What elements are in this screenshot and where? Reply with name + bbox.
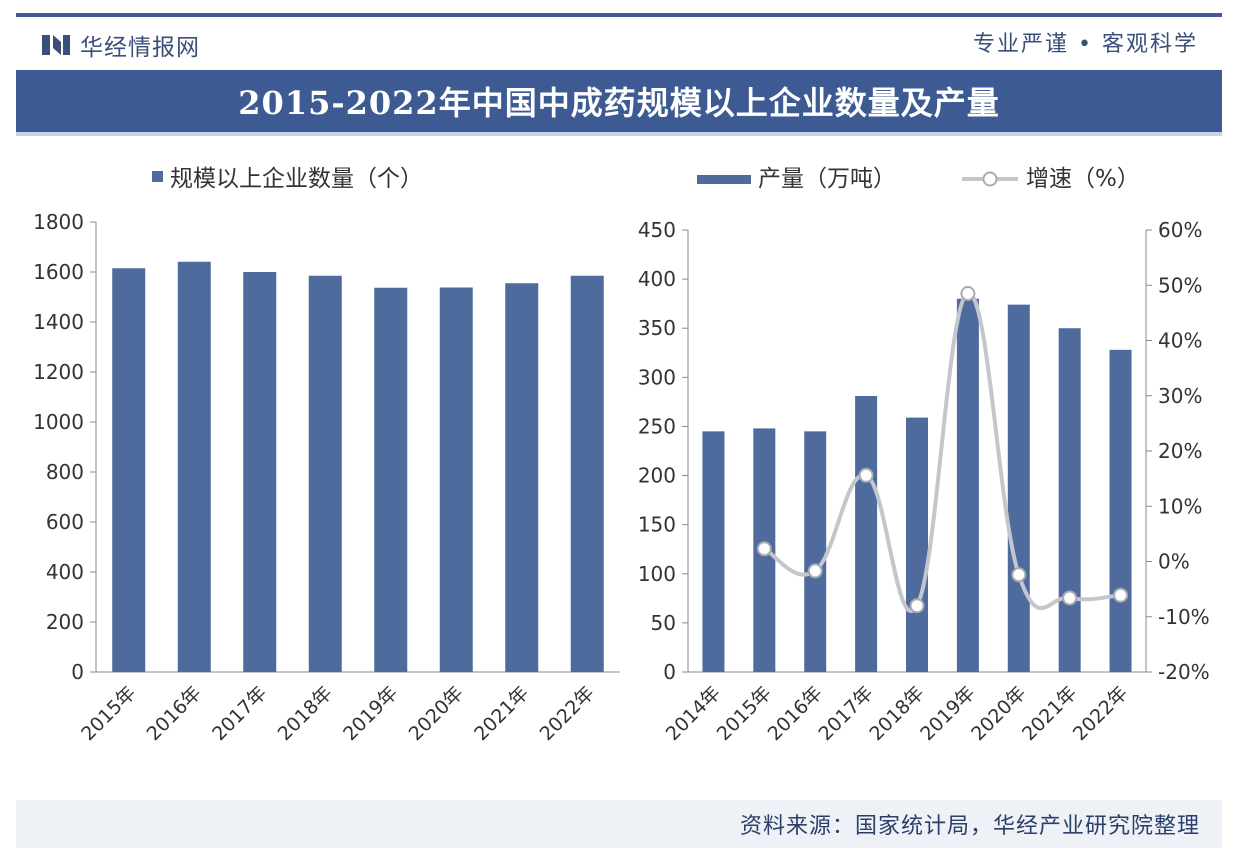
left-bar [374, 287, 408, 672]
left-bar [570, 275, 604, 672]
growth-point [1113, 587, 1129, 603]
right-left-y-tick-label: 450 [638, 218, 676, 242]
left-legend-swatch [152, 171, 163, 182]
right-left-y-tick-label: 350 [638, 316, 676, 340]
right-right-y-tick-label: 0% [1158, 550, 1190, 574]
right-x-tick-label: 2017年 [814, 682, 877, 745]
left-bar [308, 275, 342, 672]
growth-point [756, 541, 772, 557]
right-left-y-tick-label: 50 [651, 611, 676, 635]
right-x-tick-label: 2019年 [916, 682, 979, 745]
right-bar [906, 417, 928, 672]
right-left-y-tick-label: 200 [638, 464, 676, 488]
right-bar [702, 431, 725, 672]
right-x-tick-label: 2021年 [1018, 682, 1081, 745]
growth-line [763, 291, 1121, 613]
right-x-tick-label: 2018年 [865, 682, 928, 745]
right-left-y-tick-label: 150 [638, 513, 676, 537]
left-y-tick-label: 400 [46, 560, 84, 584]
growth-point [858, 467, 874, 483]
left-y-tick-label: 1400 [33, 310, 84, 334]
left-y-tick-label: 800 [46, 460, 84, 484]
right-bar [956, 298, 979, 672]
slogan: 专业严谨 • 客观科学 [973, 32, 1198, 57]
chart-title: 2015-2022年中国中成药规模以上企业数量及产量 [238, 84, 1000, 122]
growth-point [960, 286, 976, 302]
left-x-tick-label: 2018年 [274, 682, 337, 745]
right-right-y-tick-label: 30% [1158, 384, 1202, 408]
right-left-y-tick-label: 300 [638, 365, 676, 389]
right-bar [1058, 328, 1081, 672]
left-x-tick-label: 2016年 [143, 682, 206, 745]
left-bar [243, 272, 277, 672]
growth-point [1011, 567, 1027, 583]
left-bar [112, 268, 146, 672]
right-x-tick-label: 2020年 [967, 682, 1030, 745]
right-legend-bar-label: 产量（万吨） [758, 166, 896, 192]
right-right-y-tick-label: 40% [1158, 329, 1202, 353]
source-note: 资料来源：国家统计局，华经产业研究院整理 [739, 814, 1200, 839]
right-legend-line-label: 增速（%） [1026, 166, 1140, 192]
right-right-y-tick-label: -20% [1158, 660, 1210, 684]
right-right-y-tick-label: -10% [1158, 605, 1210, 629]
right-left-y-tick-label: 100 [638, 562, 676, 586]
left-y-tick-label: 1000 [33, 410, 84, 434]
right-x-tick-label: 2022年 [1069, 682, 1132, 745]
right-bar [1109, 349, 1132, 672]
right-bar [1007, 304, 1030, 672]
right-x-tick-label: 2016年 [764, 682, 827, 745]
logo-icon [42, 35, 70, 55]
left-legend-label: 规模以上企业数量（个） [170, 166, 423, 192]
right-right-y-tick-label: 50% [1158, 273, 1202, 297]
growth-point [807, 563, 823, 579]
left-y-tick-label: 1600 [33, 260, 84, 284]
growth-point [1062, 590, 1078, 606]
left-y-tick-label: 200 [46, 610, 84, 634]
right-x-tick-label: 2015年 [713, 682, 776, 745]
left-bar [505, 283, 539, 672]
right-x-tick-label: 2014年 [662, 682, 725, 745]
left-x-tick-label: 2019年 [339, 682, 402, 745]
left-y-tick-label: 1200 [33, 360, 84, 384]
logo: 华经情报网 [42, 28, 200, 62]
left-x-tick-label: 2020年 [405, 682, 468, 745]
left-x-tick-label: 2017年 [208, 682, 271, 745]
right-bar [804, 431, 827, 672]
right-left-y-tick-label: 250 [638, 414, 676, 438]
left-x-tick-label: 2015年 [77, 682, 140, 745]
right-right-y-tick-label: 60% [1158, 218, 1202, 242]
right-left-y-tick-label: 400 [638, 267, 676, 291]
right-left-y-tick-label: 0 [663, 660, 676, 684]
title-banner: 2015-2022年中国中成药规模以上企业数量及产量 [16, 70, 1222, 136]
right-bar [855, 395, 878, 672]
left-x-tick-label: 2022年 [536, 682, 599, 745]
logo-text: 华经情报网 [80, 35, 200, 61]
left-bar [439, 287, 473, 672]
right-right-y-tick-label: 10% [1158, 494, 1202, 518]
right-legend-bar-swatch [697, 175, 751, 184]
growth-point [909, 598, 925, 614]
left-x-tick-label: 2021年 [470, 682, 533, 745]
left-y-tick-label: 0 [71, 660, 84, 684]
left-y-tick-label: 600 [46, 510, 84, 534]
right-right-y-tick-label: 20% [1158, 439, 1202, 463]
right-legend-line-marker [982, 171, 998, 187]
footer-bar [16, 800, 1222, 848]
top-rule [16, 13, 1222, 17]
left-y-tick-label: 1800 [33, 210, 84, 234]
left-bar [177, 261, 211, 672]
